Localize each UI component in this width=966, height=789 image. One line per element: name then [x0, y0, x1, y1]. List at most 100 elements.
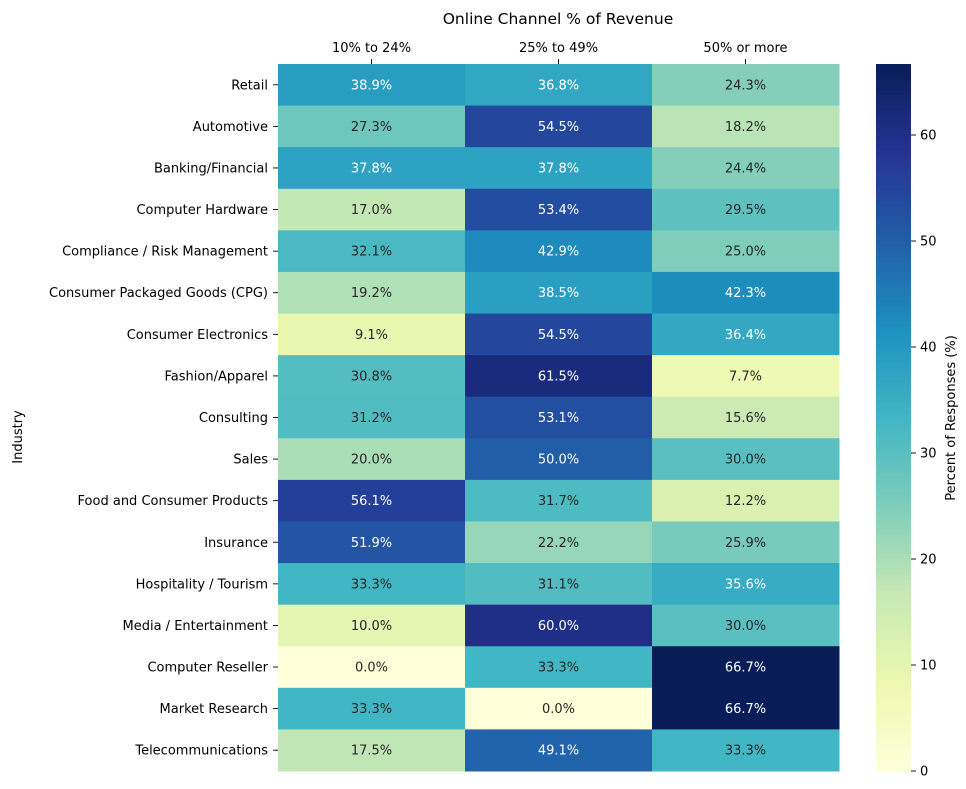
- heatmap-cell-hospitality-tourism-2: [465, 563, 653, 606]
- colorbar-segment: [876, 331, 911, 338]
- colorbar-segment: [876, 468, 911, 474]
- colorbar-segment: [876, 690, 911, 696]
- colorbar-segment: [876, 462, 911, 469]
- cell-value-label: 30.0%: [725, 453, 766, 468]
- row-label-computer-reseller: Computer Reseller: [147, 661, 268, 676]
- cell-value-label: 12.2%: [725, 494, 766, 509]
- colorbar-segment: [876, 104, 911, 111]
- colorbar-segment: [876, 260, 911, 267]
- colorbar-segment: [876, 745, 911, 752]
- cell-value-label: 36.8%: [538, 78, 579, 93]
- cell-value-label: 42.3%: [725, 286, 766, 301]
- colorbar-segment: [876, 397, 911, 403]
- heatmap-cell-telecommunications-3: [652, 729, 840, 772]
- heatmap-cell-consulting-1: [278, 396, 466, 439]
- colorbar-segment: [876, 84, 911, 90]
- cell-value-label: 53.1%: [538, 411, 579, 426]
- colorbar-segment: [876, 281, 911, 287]
- colorbar-segment: [876, 548, 911, 555]
- cell-value-label: 24.3%: [725, 78, 766, 93]
- colorbar-segment: [876, 528, 911, 535]
- heatmap-cell-compliance-risk-management-2: [465, 230, 653, 273]
- heatmap-cell-food-and-consumer-products-1: [278, 479, 466, 522]
- heatmap-cell-fashion-apparel-2: [465, 355, 653, 398]
- row-label-insurance: Insurance: [204, 536, 268, 551]
- column-label-50-or-more: 50% or more: [703, 41, 787, 56]
- heatmap-cell-market-research-1: [278, 687, 466, 730]
- colorbar-segment: [876, 185, 911, 191]
- heatmap-cell-fashion-apparel-1: [278, 355, 466, 398]
- cell-value-label: 66.7%: [725, 661, 766, 676]
- row-label-telecommunications: Telecommunications: [134, 744, 268, 759]
- heatmap-cell-computer-hardware-3: [652, 188, 840, 231]
- colorbar-segment: [876, 255, 911, 262]
- heatmap-cell-market-research-3: [652, 687, 840, 730]
- colorbar-segment: [876, 311, 911, 318]
- colorbar-segment: [876, 200, 911, 206]
- colorbar-segment: [876, 584, 911, 590]
- heatmap-cell-hospitality-tourism-1: [278, 563, 466, 606]
- colorbar-segment: [876, 351, 911, 358]
- cell-value-label: 19.2%: [351, 286, 392, 301]
- cell-value-label: 38.9%: [351, 78, 392, 93]
- colorbar-segment: [876, 407, 911, 414]
- heatmap-cell-fashion-apparel-3: [652, 355, 840, 398]
- colorbar-segment: [876, 579, 911, 585]
- colorbar-segment: [876, 356, 911, 363]
- heatmap-cell-insurance-3: [652, 521, 840, 564]
- colorbar-segment: [876, 336, 911, 343]
- heatmap-cell-sales-2: [465, 438, 653, 481]
- cell-value-label: 33.3%: [538, 661, 579, 676]
- colorbar-segment: [876, 503, 911, 509]
- colorbar-segment: [876, 664, 911, 671]
- colorbar-segment: [876, 594, 911, 600]
- colorbar-tick-label: 30: [920, 447, 937, 462]
- colorbar-segment: [876, 225, 911, 232]
- cell-value-label: 66.7%: [725, 702, 766, 717]
- heatmap-cell-retail-2: [465, 64, 653, 107]
- colorbar-segment: [876, 377, 911, 383]
- colorbar-segment: [876, 412, 911, 419]
- heatmap-cell-automotive-2: [465, 105, 653, 148]
- colorbar-segment: [876, 64, 911, 70]
- cell-value-label: 37.8%: [351, 161, 392, 176]
- cell-value-label: 36.4%: [725, 328, 766, 343]
- colorbar-segment: [876, 654, 911, 661]
- cell-value-label: 9.1%: [355, 328, 388, 343]
- colorbar-segment: [876, 402, 911, 408]
- colorbar-segment: [876, 710, 911, 717]
- colorbar-segment: [876, 392, 911, 398]
- heatmap-cell-automotive-1: [278, 105, 466, 148]
- heatmap-cell-media-entertainment-1: [278, 604, 466, 647]
- heatmap-cell-computer-reseller-1: [278, 646, 466, 689]
- cell-value-label: 56.1%: [351, 494, 392, 509]
- colorbar-segment: [876, 170, 911, 176]
- colorbar-segment: [876, 89, 911, 95]
- colorbar-segment: [876, 670, 911, 676]
- colorbar-segment: [876, 417, 911, 424]
- colorbar-segment: [876, 271, 911, 277]
- colorbar-segment: [876, 488, 911, 494]
- cell-value-label: 30.0%: [725, 619, 766, 634]
- colorbar-segment: [876, 266, 911, 272]
- colorbar-segment: [876, 513, 911, 520]
- cell-value-label: 38.5%: [538, 286, 579, 301]
- row-label-fashion-apparel: Fashion/Apparel: [165, 369, 268, 384]
- colorbar-segment: [876, 750, 911, 757]
- colorbar-segment: [876, 644, 911, 651]
- heatmap-cell-consulting-3: [652, 396, 840, 439]
- colorbar-segment: [876, 675, 911, 681]
- row-label-media-entertainment: Media / Entertainment: [123, 619, 269, 634]
- heatmap-cell-compliance-risk-management-1: [278, 230, 466, 273]
- column-label-25-to-49: 25% to 49%: [519, 41, 598, 56]
- colorbar-segment: [876, 154, 911, 161]
- colorbar-tick-label: 40: [920, 341, 937, 356]
- colorbar-segment: [876, 609, 911, 616]
- colorbar-segment: [876, 124, 911, 131]
- colorbar-segment: [876, 680, 911, 686]
- colorbar-segment: [876, 306, 911, 313]
- colorbar-segment: [876, 286, 911, 292]
- colorbar-segment: [876, 589, 911, 595]
- colorbar-segment: [876, 296, 911, 302]
- cell-value-label: 25.9%: [725, 536, 766, 551]
